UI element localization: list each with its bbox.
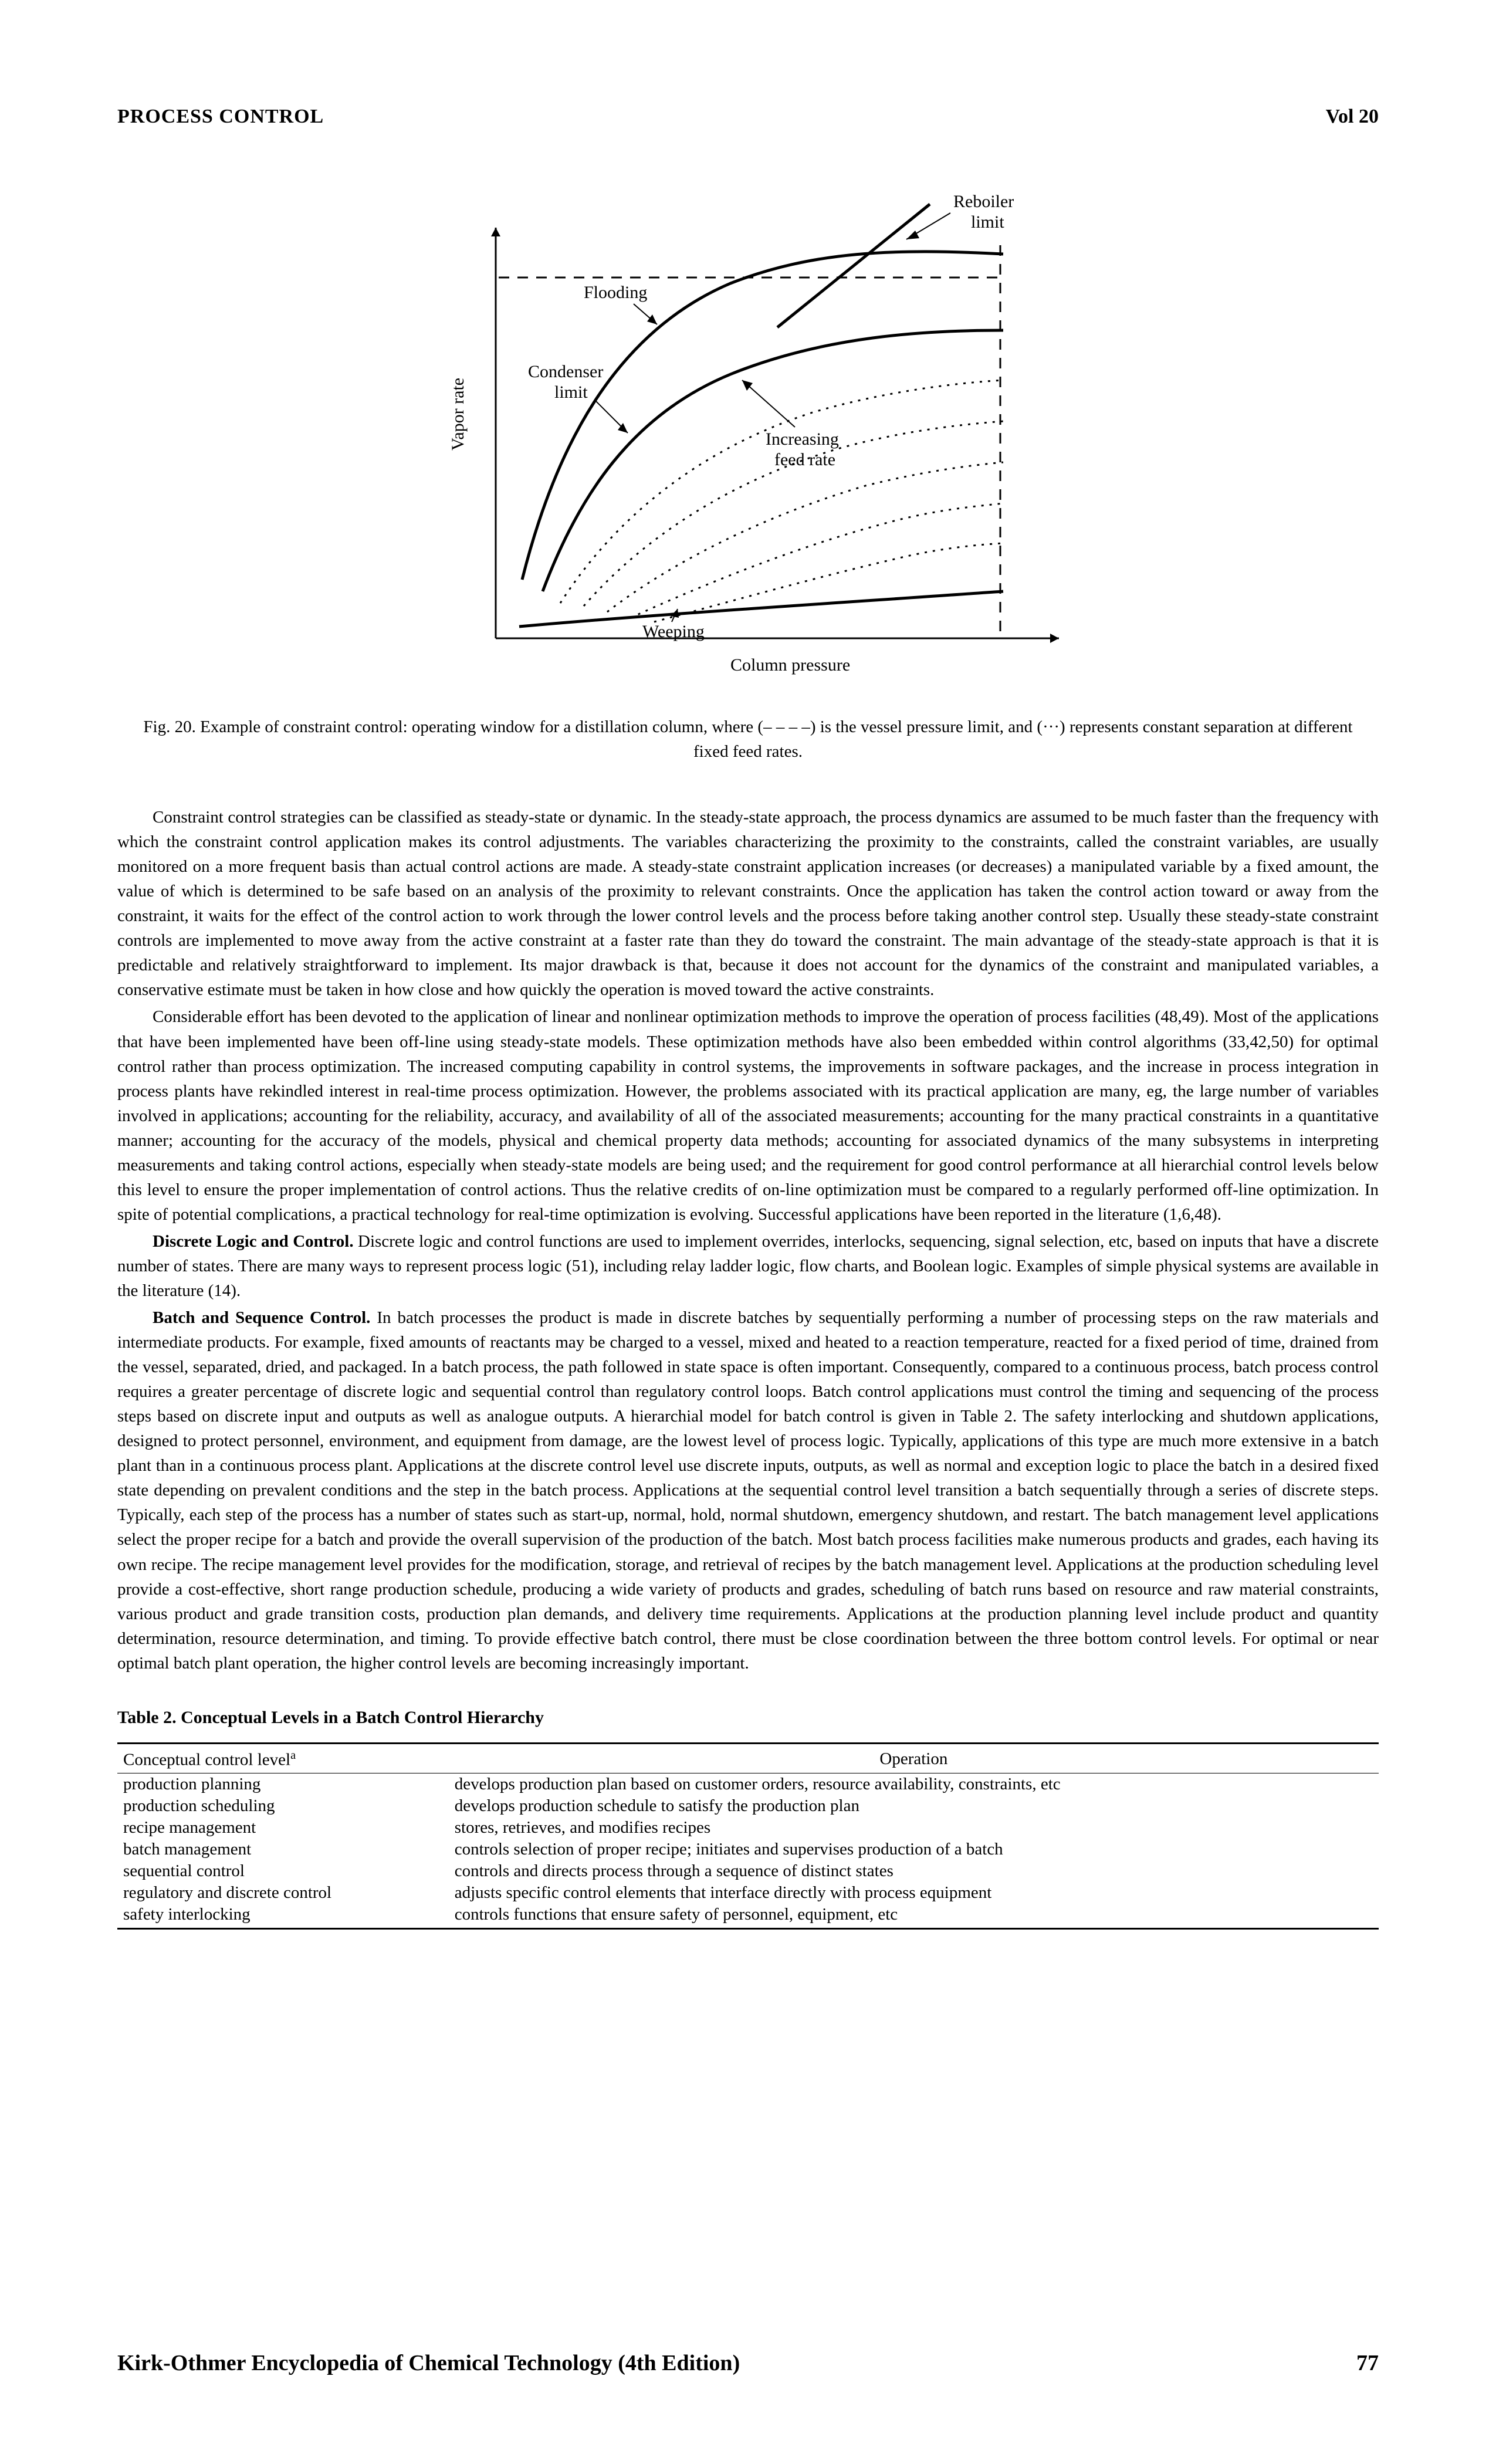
figure-20: Reboiler limit Flooding Condenser limit …: [117, 181, 1379, 691]
svg-text:Condenser: Condenser: [528, 362, 603, 381]
table-2: Conceptual control levela Operation prod…: [117, 1742, 1379, 1930]
body-text: Constraint control strategies can be cla…: [117, 805, 1379, 1676]
footer-book: Kirk-Othmer Encyclopedia of Chemical Tec…: [117, 2350, 740, 2376]
svg-text:Vapor rate: Vapor rate: [448, 378, 468, 451]
svg-text:limit: limit: [971, 212, 1004, 232]
table-row: sequential controlcontrols and directs p…: [117, 1860, 1379, 1882]
table-title: Table 2. Conceptual Levels in a Batch Co…: [117, 1708, 1379, 1728]
paragraph-2: Considerable effort has been devoted to …: [117, 1004, 1379, 1226]
svg-text:limit: limit: [554, 383, 588, 402]
header-title: PROCESS CONTROL: [117, 106, 324, 128]
table-row: safety interlockingcontrols functions th…: [117, 1904, 1379, 1929]
paragraph-1: Constraint control strategies can be cla…: [117, 805, 1379, 1002]
svg-text:Increasing: Increasing: [766, 429, 839, 449]
header-volume: Vol 20: [1326, 106, 1379, 128]
table-row: recipe managementstores, retrieves, and …: [117, 1817, 1379, 1839]
page-footer: Kirk-Othmer Encyclopedia of Chemical Tec…: [117, 2350, 1379, 2376]
svg-text:feed rate: feed rate: [774, 450, 835, 469]
table-col1: Conceptual control levela: [117, 1743, 449, 1773]
footer-page: 77: [1356, 2350, 1379, 2376]
section-head-discrete: Discrete Logic and Control.: [153, 1232, 354, 1251]
figure-caption: Fig. 20. Example of constraint control: …: [132, 715, 1364, 764]
table-col2: Operation: [449, 1743, 1379, 1773]
table-row: production planningdevelops production p…: [117, 1773, 1379, 1796]
table-row: regulatory and discrete controladjusts s…: [117, 1882, 1379, 1904]
figure-svg: Reboiler limit Flooding Condenser limit …: [367, 181, 1129, 691]
paragraph-3: Discrete Logic and Control. Discrete log…: [117, 1229, 1379, 1303]
paragraph-4-body: In batch processes the product is made i…: [117, 1308, 1379, 1673]
table-row: batch managementcontrols selection of pr…: [117, 1839, 1379, 1860]
section-head-batch: Batch and Sequence Control.: [153, 1308, 370, 1327]
paragraph-4: Batch and Sequence Control. In batch pro…: [117, 1305, 1379, 1676]
table-row: production schedulingdevelops production…: [117, 1795, 1379, 1817]
svg-text:Reboiler: Reboiler: [953, 192, 1014, 211]
svg-text:Weeping: Weeping: [642, 622, 705, 641]
svg-text:Flooding: Flooding: [584, 283, 647, 302]
svg-text:Column pressure: Column pressure: [730, 655, 850, 675]
page-header: PROCESS CONTROL Vol 20: [117, 106, 1379, 128]
